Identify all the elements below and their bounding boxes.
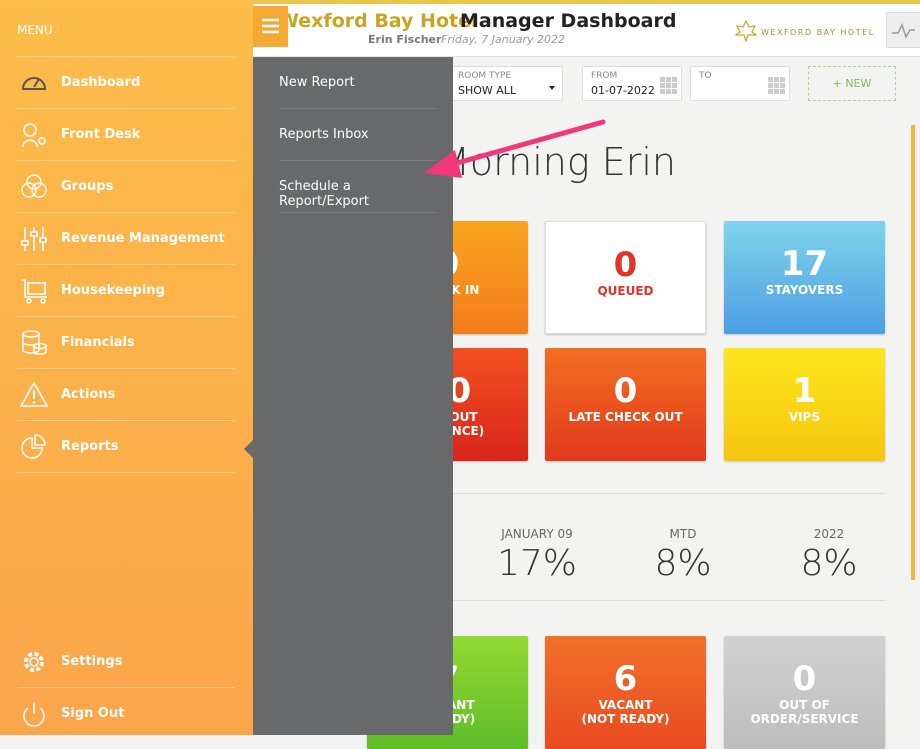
card-label: STAYOVERS bbox=[765, 283, 844, 297]
submenu-label: New Report bbox=[279, 75, 355, 90]
menu-toggle[interactable] bbox=[253, 6, 288, 47]
active-pointer bbox=[244, 440, 253, 458]
stat-value: 8% bbox=[654, 543, 712, 584]
icon bbox=[21, 227, 47, 251]
occupancy-stat: MTD 8% bbox=[608, 527, 758, 584]
stat-card[interactable]: 17 STAYOVERS bbox=[724, 221, 885, 334]
from-date[interactable]: FROM 01-07-2022 bbox=[582, 66, 682, 101]
logo-icon bbox=[735, 20, 757, 42]
to-date[interactable]: TO bbox=[690, 66, 790, 101]
submenu-item[interactable]: Schedule a Report/Export bbox=[279, 161, 436, 213]
submenu-item[interactable]: Reports Inbox bbox=[279, 109, 436, 161]
menu-label: Dashboard bbox=[61, 75, 141, 90]
menu-label: Reports bbox=[61, 439, 119, 454]
calendar-icon bbox=[768, 77, 785, 94]
menu-item[interactable]: Settings bbox=[17, 636, 235, 688]
submenu-item[interactable]: New Report bbox=[279, 57, 436, 109]
menu-item[interactable]: Front Desk bbox=[17, 109, 235, 161]
activity-button[interactable] bbox=[886, 12, 920, 48]
icon bbox=[21, 279, 47, 304]
filter-label: TO bbox=[699, 71, 712, 81]
menu-label: Housekeeping bbox=[61, 283, 165, 298]
card-value: 0 bbox=[613, 245, 638, 285]
menu-item[interactable]: Actions bbox=[17, 369, 235, 421]
menu-label: Sign Out bbox=[61, 706, 125, 721]
stat-label: 2022 bbox=[813, 527, 845, 541]
filter-label: FROM bbox=[591, 71, 618, 81]
hotel-name: Wexford Bay Hotel bbox=[278, 10, 478, 32]
icon bbox=[22, 123, 46, 148]
filter-value: 01-07-2022 bbox=[591, 84, 655, 97]
card-label: VIPS bbox=[788, 410, 821, 424]
stat-card[interactable]: 1 VIPS bbox=[724, 348, 885, 461]
dropdown-caret bbox=[549, 86, 555, 90]
room-type-select[interactable]: ROOM TYPE SHOW ALL bbox=[449, 66, 563, 101]
menu-item[interactable]: Revenue Management bbox=[17, 213, 235, 265]
menu-label: Financials bbox=[61, 335, 135, 350]
menu-label: Front Desk bbox=[61, 127, 141, 142]
stat-value: 8% bbox=[800, 543, 858, 584]
icon bbox=[24, 652, 44, 672]
card-value: 0 bbox=[792, 659, 817, 699]
menu-item[interactable]: Dashboard bbox=[17, 57, 235, 109]
card-label: LATE CHECK OUT bbox=[568, 410, 683, 424]
divider bbox=[365, 600, 885, 601]
page-title: Manager Dashboard bbox=[460, 10, 677, 32]
logo-text: WEXFORD BAY HOTEL bbox=[761, 28, 875, 37]
stat-value: 17% bbox=[496, 543, 577, 584]
icon bbox=[21, 174, 47, 198]
stat-card[interactable]: 0 OUT OF ORDER/SERVICE bbox=[724, 636, 885, 749]
card-value: 1 bbox=[792, 371, 817, 411]
occupancy-stat: 2022 8% bbox=[754, 527, 904, 584]
card-label: QUEUED bbox=[597, 284, 654, 298]
card-label: VACANT bbox=[598, 698, 653, 712]
occupancy-stat: JANUARY 09 17% bbox=[462, 527, 612, 584]
menu-label: Settings bbox=[61, 654, 123, 669]
date: Friday, 7 January 2022 bbox=[441, 33, 565, 46]
menu-label: Actions bbox=[61, 387, 116, 402]
reports-submenu: New Report Reports Inbox Schedule a Repo… bbox=[253, 57, 453, 735]
icon bbox=[22, 330, 47, 355]
new-button[interactable]: + NEW bbox=[808, 66, 896, 101]
icon bbox=[21, 77, 47, 90]
stat-label: JANUARY 09 bbox=[501, 527, 573, 541]
icon bbox=[20, 381, 48, 407]
sidebar: MENU Dashboard Front Desk Groups Revenue… bbox=[0, 0, 253, 735]
card-label: ORDER/SERVICE bbox=[750, 712, 859, 726]
submenu-label: Schedule a Report/Export bbox=[279, 179, 370, 209]
stat-label: MTD bbox=[669, 527, 697, 541]
calendar-icon bbox=[660, 77, 677, 94]
activity-icon bbox=[892, 23, 915, 39]
user-name: Erin Fischer bbox=[368, 33, 442, 46]
scrollbar bbox=[911, 125, 915, 580]
submenu-label: Reports Inbox bbox=[279, 127, 369, 142]
stat-card[interactable]: 0 LATE CHECK OUT bbox=[545, 348, 706, 461]
stat-card[interactable]: 6 VACANT (NOT READY) bbox=[545, 636, 706, 749]
menu-item[interactable]: Reports bbox=[17, 421, 235, 473]
icon bbox=[21, 434, 46, 459]
menu-item[interactable]: Groups bbox=[17, 161, 235, 213]
card-label: OUT OF bbox=[779, 698, 830, 712]
hamburger-icon bbox=[262, 18, 279, 34]
menu-item[interactable]: Sign Out bbox=[17, 688, 235, 740]
menu-label: Groups bbox=[61, 179, 114, 194]
menu-item[interactable]: Financials bbox=[17, 317, 235, 369]
filter-label: ROOM TYPE bbox=[458, 71, 512, 81]
card-label: (NOT READY) bbox=[581, 712, 670, 726]
card-value: 6 bbox=[613, 659, 638, 699]
menu-header: MENU bbox=[17, 0, 235, 57]
card-value: 0 bbox=[613, 371, 638, 411]
stat-card[interactable]: 0 QUEUED bbox=[545, 221, 706, 334]
menu-title: MENU bbox=[17, 23, 53, 37]
filter-value: SHOW ALL bbox=[458, 84, 517, 97]
divider bbox=[365, 493, 885, 494]
menu-label: Revenue Management bbox=[61, 231, 225, 246]
card-value: 17 bbox=[780, 244, 829, 284]
top-accent bbox=[0, 0, 920, 4]
icon bbox=[23, 702, 45, 727]
menu-item[interactable]: Housekeeping bbox=[17, 265, 235, 317]
